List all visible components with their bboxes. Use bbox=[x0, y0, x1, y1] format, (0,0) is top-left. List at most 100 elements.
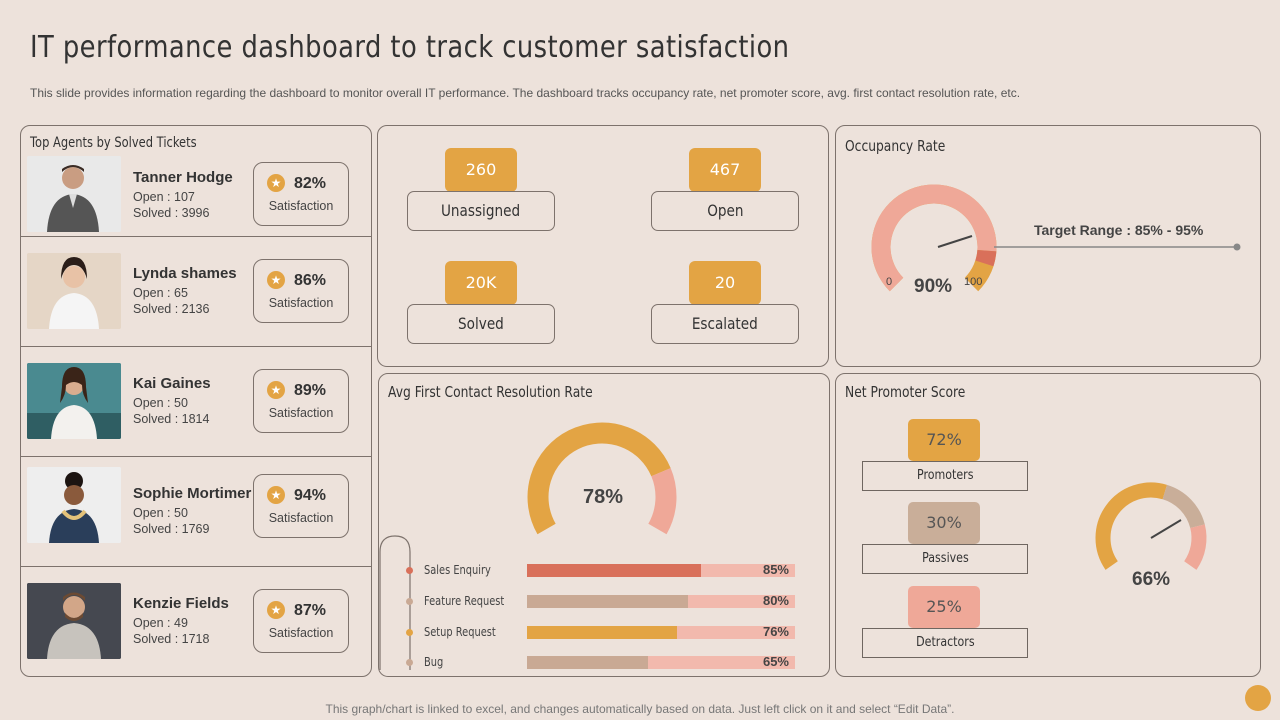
avatar bbox=[27, 467, 121, 543]
agent-name: Lynda shames bbox=[133, 265, 237, 282]
fcr-bar-label: Sales Enquiry bbox=[424, 563, 491, 577]
open-label[interactable]: Open bbox=[651, 191, 799, 231]
nps-needle bbox=[1150, 519, 1182, 539]
agent-card-1[interactable]: Tanner Hodge Open : 107 Solved : 3996 ★ … bbox=[21, 126, 371, 237]
satisfaction-label: Satisfaction bbox=[268, 296, 334, 310]
agent-name: Kai Gaines bbox=[133, 375, 211, 392]
fcr-bar-track: 65% bbox=[527, 654, 795, 669]
nps-gauge bbox=[1095, 482, 1207, 570]
agent-open: Open : 50 bbox=[133, 396, 188, 410]
fcr-bar-label: Bug bbox=[424, 655, 444, 669]
satisfaction-value: 82% bbox=[294, 175, 327, 192]
fcr-bar-value: 65% bbox=[762, 654, 789, 669]
agent-card-5[interactable]: Kenzie Fields Open : 49 Solved : 1718 ★ … bbox=[21, 567, 371, 677]
promoters-value: 72% bbox=[908, 419, 980, 461]
fcr-bracket bbox=[379, 535, 411, 670]
nps-arc-detractors bbox=[1183, 524, 1207, 570]
fcr-bar-fill bbox=[527, 595, 688, 608]
fcr-bar-dot bbox=[406, 598, 413, 605]
fcr-bar-value: 85% bbox=[762, 562, 789, 577]
solved-count: 20K bbox=[445, 261, 517, 305]
satisfaction-value: 87% bbox=[294, 602, 327, 619]
occupancy-target-label: Target Range : 85% - 95% bbox=[1034, 222, 1204, 238]
fcr-bar-track: 76% bbox=[527, 624, 795, 639]
agent-name: Tanner Hodge bbox=[133, 169, 233, 186]
satisfaction-label: Satisfaction bbox=[268, 626, 334, 640]
fcr-bar-dot bbox=[406, 659, 413, 666]
satisfaction-box: ★ 86% Satisfaction bbox=[253, 259, 349, 323]
agent-solved: Solved : 1718 bbox=[133, 632, 210, 646]
fcr-bar-track: 85% bbox=[527, 562, 795, 577]
nps-arc-promoters bbox=[1095, 482, 1167, 570]
nps-title: Net Promoter Score bbox=[845, 383, 966, 401]
detractors-label-text: Detractors bbox=[915, 635, 975, 650]
fcr-bar-fill bbox=[527, 656, 648, 669]
agent-open: Open : 107 bbox=[133, 190, 195, 204]
open-label-text: Open bbox=[706, 201, 744, 220]
page-subtitle: This slide provides information regardin… bbox=[30, 86, 1021, 100]
fcr-arc-rest bbox=[648, 468, 677, 535]
agent-card-3[interactable]: Kai Gaines Open : 50 Solved : 1814 ★ 89%… bbox=[21, 347, 371, 457]
solved-label-text: Solved bbox=[458, 314, 504, 333]
fcr-bar-label: Setup Request bbox=[424, 625, 496, 639]
occupancy-value: 90% bbox=[914, 276, 953, 297]
satisfaction-value: 86% bbox=[294, 272, 327, 289]
escalated-label-text: Escalated bbox=[692, 314, 758, 333]
nps-value: 66% bbox=[1132, 569, 1171, 590]
fcr-title: Avg First Contact Resolution Rate bbox=[388, 383, 593, 401]
fcr-bar-dot bbox=[406, 629, 413, 636]
passives-label[interactable]: Passives bbox=[862, 544, 1028, 574]
fcr-bar-dot bbox=[406, 567, 413, 574]
avatar bbox=[27, 253, 121, 329]
agent-name: Sophie Mortimer bbox=[133, 485, 252, 502]
promoters-label[interactable]: Promoters bbox=[862, 461, 1028, 491]
star-icon: ★ bbox=[267, 381, 285, 399]
unassigned-label[interactable]: Unassigned bbox=[407, 191, 555, 231]
star-icon: ★ bbox=[267, 271, 285, 289]
occupancy-target-end bbox=[1233, 243, 1241, 251]
fcr-bar-value: 76% bbox=[762, 624, 789, 639]
avatar bbox=[27, 156, 121, 232]
nps-arc-passives bbox=[1162, 484, 1205, 529]
occupancy-title: Occupancy Rate bbox=[845, 137, 946, 155]
satisfaction-label: Satisfaction bbox=[268, 199, 334, 213]
promoters-label-text: Promoters bbox=[916, 468, 974, 483]
occupancy-needle bbox=[937, 235, 973, 248]
passives-value: 30% bbox=[908, 502, 980, 544]
satisfaction-value: 89% bbox=[294, 382, 327, 399]
fcr-bar-fill bbox=[527, 564, 701, 577]
star-icon: ★ bbox=[267, 486, 285, 504]
top-agents-panel: Top Agents by Solved Tickets Tanner Hodg… bbox=[20, 125, 372, 677]
occupancy-panel: Occupancy Rate bbox=[835, 125, 1261, 367]
fcr-bar-fill bbox=[527, 626, 677, 639]
satisfaction-label: Satisfaction bbox=[268, 511, 334, 525]
unassigned-label-text: Unassigned bbox=[441, 201, 521, 220]
agent-open: Open : 65 bbox=[133, 286, 188, 300]
occupancy-max: 100 bbox=[964, 276, 983, 288]
open-count: 467 bbox=[689, 148, 761, 192]
detractors-label[interactable]: Detractors bbox=[862, 628, 1028, 658]
corner-circle bbox=[1245, 685, 1271, 711]
footer-note: This graph/chart is linked to excel, and… bbox=[325, 702, 955, 716]
occupancy-gauge bbox=[871, 184, 1241, 292]
agent-solved: Solved : 1814 bbox=[133, 412, 210, 426]
unassigned-count: 260 bbox=[445, 148, 517, 192]
agent-name: Kenzie Fields bbox=[133, 595, 229, 612]
occupancy-arc-target bbox=[975, 249, 997, 267]
fcr-arc-fill bbox=[527, 422, 671, 535]
occupancy-arc-fill bbox=[871, 184, 997, 292]
satisfaction-box: ★ 89% Satisfaction bbox=[253, 369, 349, 433]
fcr-value: 78% bbox=[583, 486, 624, 508]
agent-card-4[interactable]: Sophie Mortimer Open : 50 Solved : 1769 … bbox=[21, 457, 371, 567]
escalated-label[interactable]: Escalated bbox=[651, 304, 799, 344]
agent-card-2[interactable]: Lynda shames Open : 65 Solved : 2136 ★ 8… bbox=[21, 237, 371, 347]
page-title: IT performance dashboard to track custom… bbox=[30, 30, 790, 65]
passives-label-text: Passives bbox=[921, 551, 969, 566]
top-agents-title: Top Agents by Solved Tickets bbox=[30, 135, 197, 151]
fcr-bar-label: Feature Request bbox=[424, 594, 505, 608]
fcr-bar-value: 80% bbox=[762, 593, 789, 608]
avatar bbox=[27, 583, 121, 659]
satisfaction-label: Satisfaction bbox=[268, 406, 334, 420]
solved-label[interactable]: Solved bbox=[407, 304, 555, 344]
satisfaction-box: ★ 94% Satisfaction bbox=[253, 474, 349, 538]
